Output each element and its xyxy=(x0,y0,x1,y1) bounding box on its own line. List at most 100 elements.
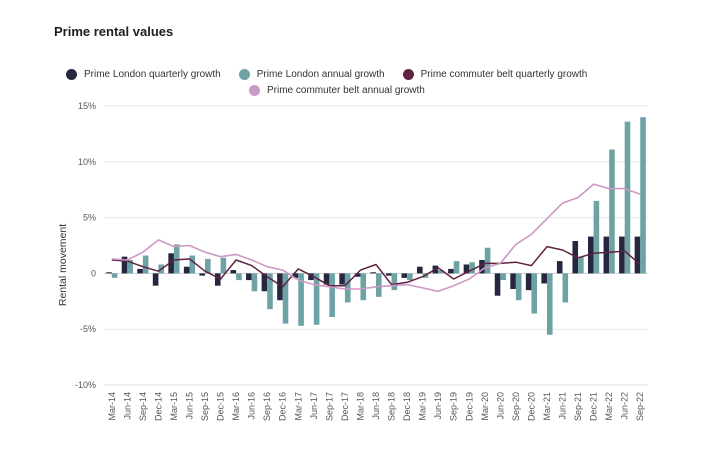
x-tick-label: Dec-15 xyxy=(216,392,226,421)
bar-london-quarterly xyxy=(261,273,268,292)
y-tick-label: 0 xyxy=(91,268,96,278)
x-tick-label: Jun-21 xyxy=(558,392,568,420)
x-tick-label: Jun-15 xyxy=(184,392,194,420)
bar-london-quarterly xyxy=(152,273,159,286)
bar-london-annual xyxy=(562,273,569,303)
bars xyxy=(106,117,646,335)
bar-london-annual xyxy=(267,273,273,310)
x-tick-label: Jun-14 xyxy=(122,392,132,420)
x-tick-label: Sep-15 xyxy=(200,392,210,421)
legend-marker-london-annual xyxy=(238,68,250,80)
bar-london-quarterly xyxy=(292,273,299,278)
bar-london-quarterly xyxy=(525,273,532,291)
x-tick-label: Mar-20 xyxy=(480,392,490,421)
bar-london-quarterly xyxy=(417,266,423,274)
x-tick-label: Jun-22 xyxy=(620,392,630,420)
x-tick-label: Mar-21 xyxy=(542,392,552,421)
x-tick-label: Mar-15 xyxy=(169,392,179,421)
bar-london-annual xyxy=(251,273,258,292)
bar-london-annual xyxy=(515,273,522,301)
line-commuter-quarterly xyxy=(111,245,641,288)
legend-item-london-annual: Prime London annual growth xyxy=(238,68,385,80)
bar-london-annual xyxy=(640,117,646,274)
bar-london-annual xyxy=(127,260,133,274)
bar-london-quarterly xyxy=(588,236,594,274)
bar-london-quarterly xyxy=(323,273,330,285)
bar-london-quarterly xyxy=(168,253,174,274)
x-tick-label: Jun-18 xyxy=(371,392,381,420)
x-tick-label: Sep-18 xyxy=(387,392,397,421)
bar-london-quarterly xyxy=(619,236,625,274)
legend-marker-commuter-quarterly xyxy=(402,68,414,80)
bar-london-annual xyxy=(220,257,227,274)
x-tick-label: Jun-20 xyxy=(495,392,505,420)
x-tick-label: Sep-14 xyxy=(138,392,148,421)
chart-title: Prime rental values xyxy=(54,24,174,39)
line-commuter-annual xyxy=(111,183,641,293)
bar-london-quarterly xyxy=(370,272,376,274)
bar-london-annual xyxy=(546,273,553,335)
bar-london-annual xyxy=(282,273,289,324)
x-tick-label: Jun-17 xyxy=(309,392,319,420)
bar-london-quarterly xyxy=(448,268,454,274)
x-tick-label: Dec-20 xyxy=(526,392,536,421)
bar-london-quarterly xyxy=(199,273,206,276)
bar-london-annual xyxy=(142,255,149,274)
x-tick-label: Dec-16 xyxy=(278,392,288,421)
bar-london-annual xyxy=(391,273,398,291)
x-tick-label: Sep-22 xyxy=(635,392,645,421)
x-tick-label: Jun-19 xyxy=(433,392,443,420)
bar-london-annual xyxy=(438,270,444,274)
bar-london-annual xyxy=(205,258,211,274)
bar-london-annual xyxy=(407,273,413,281)
bar-london-annual xyxy=(531,273,538,314)
bar-london-annual xyxy=(111,273,118,278)
legend-item-commuter-annual: Prime commuter belt annual growth xyxy=(249,84,425,96)
bar-london-quarterly xyxy=(634,236,641,274)
y-tick-label: 10% xyxy=(78,157,96,167)
bar-london-annual xyxy=(376,273,382,297)
bar-london-annual xyxy=(329,273,335,317)
legend-marker-london-quarterly xyxy=(66,68,77,80)
x-tick-label: Sep-20 xyxy=(511,392,521,421)
x-tick-label: Dec-21 xyxy=(589,392,599,421)
x-tick-labels: Mar-14 Jun-14 Sep-14 Dec-14 Mar-15 Jun-15 Sep-… xyxy=(107,392,645,421)
x-tick-label: Mar-19 xyxy=(418,392,428,421)
y-axis-label: Rental movement xyxy=(57,224,69,306)
bar-london-annual xyxy=(344,273,351,303)
y-tick-label: -5% xyxy=(80,324,96,334)
bar-london-quarterly xyxy=(463,264,470,274)
bar-london-annual xyxy=(469,262,475,274)
x-tick-label: Sep-19 xyxy=(449,392,459,421)
bar-london-quarterly xyxy=(137,268,143,274)
bar-london-annual xyxy=(298,273,304,326)
bar-london-annual xyxy=(593,200,600,274)
x-tick-label: Dec-14 xyxy=(153,392,163,421)
x-tick-label: Mar-14 xyxy=(107,392,117,421)
bar-london-annual xyxy=(484,247,491,274)
bar-london-quarterly xyxy=(214,273,221,286)
bar-london-annual xyxy=(453,261,460,274)
bar-london-quarterly xyxy=(541,273,547,284)
bar-london-quarterly xyxy=(230,270,237,274)
x-tick-label: Dec-19 xyxy=(464,392,474,421)
bar-london-annual xyxy=(500,273,506,281)
x-tick-label: Sep-21 xyxy=(573,392,583,421)
bar-london-quarterly xyxy=(246,273,252,281)
legend-label-london-annual: Prime London annual growth xyxy=(256,68,385,80)
bar-london-quarterly xyxy=(494,273,501,296)
legend-row-2: Prime commuter belt annual growth xyxy=(66,82,666,98)
bar-london-annual xyxy=(313,273,320,325)
bar-london-quarterly xyxy=(121,256,128,274)
legend-marker-commuter-annual xyxy=(249,84,260,96)
x-tick-label: Mar-17 xyxy=(293,392,303,421)
legend-label-commuter-annual: Prime commuter belt annual growth xyxy=(267,84,425,96)
bar-london-quarterly xyxy=(308,273,314,281)
y-tick-label: 15% xyxy=(78,101,96,111)
bar-london-annual xyxy=(189,255,196,274)
bar-london-quarterly xyxy=(106,272,112,274)
x-tick-label: Sep-17 xyxy=(324,392,334,421)
legend-label-commuter-quarterly: Prime commuter belt quarterly growth xyxy=(420,68,588,80)
bar-london-quarterly xyxy=(183,266,190,274)
